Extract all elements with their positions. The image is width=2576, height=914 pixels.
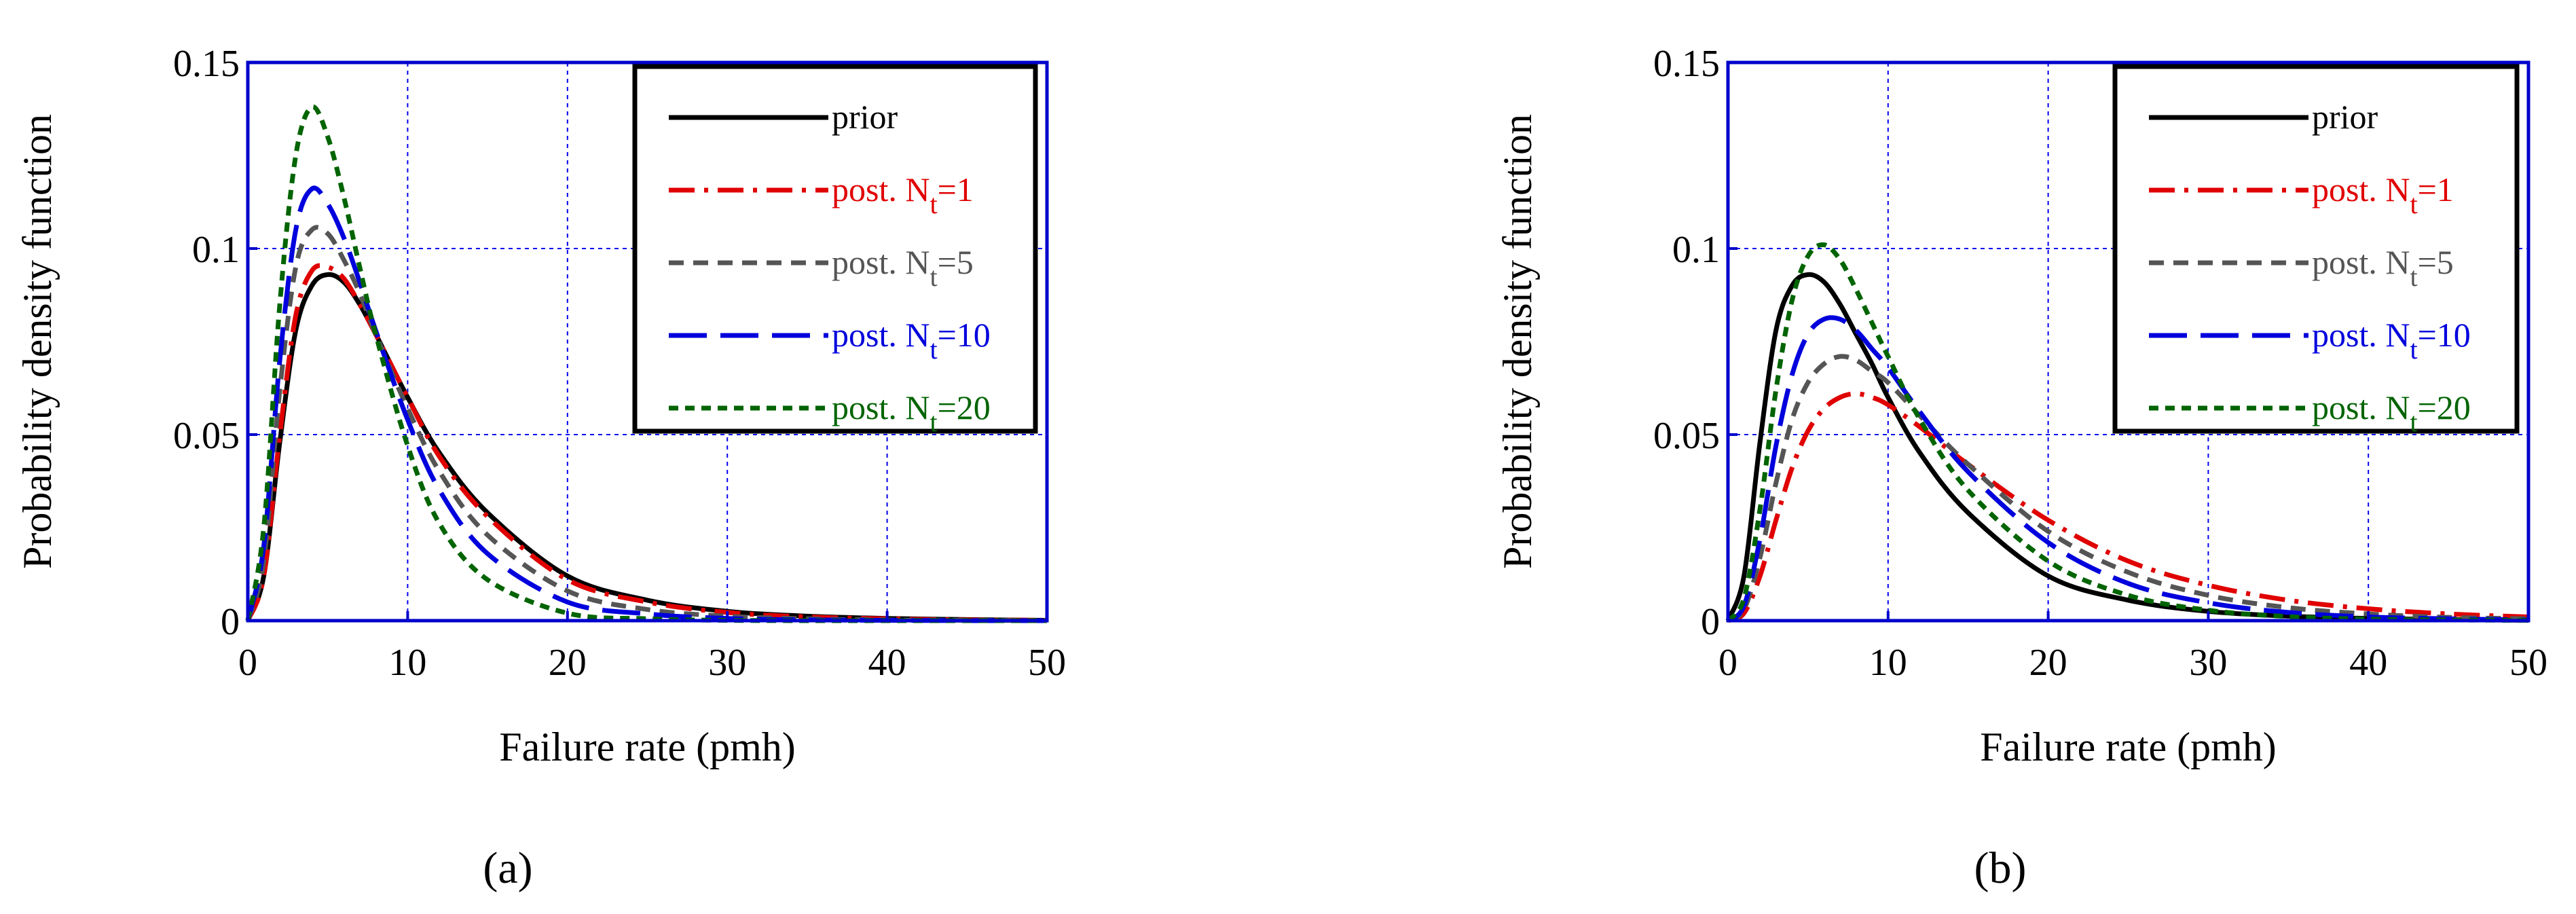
y-tick-label: 0.15 [1653,43,1720,85]
x-tick-label: 20 [549,642,587,684]
y-tick-label: 0.15 [173,43,240,85]
plot-frame [1726,60,2531,623]
panel-label: (a) [483,843,532,893]
x-tick-label: 40 [2349,642,2387,684]
x-tick-label: 0 [238,642,257,684]
legend-name: post. N [2312,388,2410,426]
chart-panel-b: 0 10 20 30 40 50 0 0.05 0.1 0.15 Failure rate (pmh… [1495,43,2547,893]
legend-subscript: t [930,261,937,292]
legend-name: post. N [832,243,930,281]
x-tick-label: 50 [2509,642,2547,684]
legend-suffix: =10 [938,316,991,354]
chart-panel-a: 0 10 20 30 40 50 0 0.05 0.1 0.15 Failure rate (pmh… [15,43,1066,893]
legend-label-4: post. Nt=20 [2312,388,2471,437]
series-line-3 [1726,315,2529,623]
x-tick-label: 10 [1869,642,1907,684]
legend-label-3: post. Nt=10 [832,316,991,365]
series-line-3 [245,185,1048,623]
legend-subscript: t [930,334,937,365]
legend-label-3: post. Nt=10 [2312,316,2471,365]
x-axis-label: Failure rate (pmh) [499,725,796,769]
legend-name: post. N [832,170,930,208]
legend-name: post. N [2312,170,2410,208]
x-tick-label: 50 [1028,642,1066,684]
legend-subscript: t [2410,189,2417,219]
legend-suffix: =20 [2418,388,2471,426]
legend-name: post. N [2312,316,2410,354]
y-tick-label: 0.05 [1653,415,1720,457]
legend-label-4: post. Nt=20 [832,388,991,437]
legend-suffix: =1 [938,170,974,208]
legend-name: post. N [2312,243,2410,281]
legend-label-0: prior [832,98,898,136]
legend-subscript: t [2410,407,2417,437]
legend-label-1: post. Nt=1 [832,170,974,219]
panel-label: (b) [1974,843,2027,893]
legend-name: post. N [832,388,930,426]
y-axis-label: Probability density function [15,114,60,569]
series-line-4 [1726,242,2529,623]
y-tick-label: 0.05 [173,415,240,457]
x-tick-label: 40 [868,642,906,684]
x-tick-label: 30 [708,642,746,684]
x-axis-label: Failure rate (pmh) [1980,725,2277,769]
y-tick-label: 0.1 [192,229,240,271]
legend-label-2: post. Nt=5 [2312,243,2454,292]
legend-box [632,64,1038,434]
legend-label-1: post. Nt=1 [2312,170,2454,219]
y-tick-label: 0.1 [1672,229,1720,271]
legend-suffix: =20 [938,388,991,426]
x-tick-label: 0 [1718,642,1737,684]
series-line-2 [1727,354,2529,623]
legend-box [2112,64,2520,434]
legend-suffix: =1 [2418,170,2454,208]
legend-name: prior [832,98,898,136]
x-tick-label: 20 [2029,642,2067,684]
legend-name: prior [2312,98,2378,136]
y-tick-label: 0 [1701,601,1720,643]
y-axis-label: Probability density function [1495,114,1540,569]
legend-suffix: =5 [938,243,974,281]
legend-label-2: post. Nt=5 [832,243,974,292]
x-tick-label: 30 [2189,642,2227,684]
legend-suffix: =10 [2418,316,2471,354]
legend-subscript: t [2410,334,2417,365]
legend-suffix: =5 [2418,243,2454,281]
series-lines [1725,242,2529,623]
legend-subscript: t [2410,261,2417,292]
plot-frame [246,60,1049,623]
series-line-1 [245,263,1048,623]
legend-subscript: t [930,407,937,437]
legend-subscript: t [930,189,937,219]
legend-name: post. N [832,316,930,354]
x-tick-label: 10 [388,642,426,684]
y-tick-label: 0 [221,601,240,643]
legend-label-0: prior [2312,98,2378,136]
